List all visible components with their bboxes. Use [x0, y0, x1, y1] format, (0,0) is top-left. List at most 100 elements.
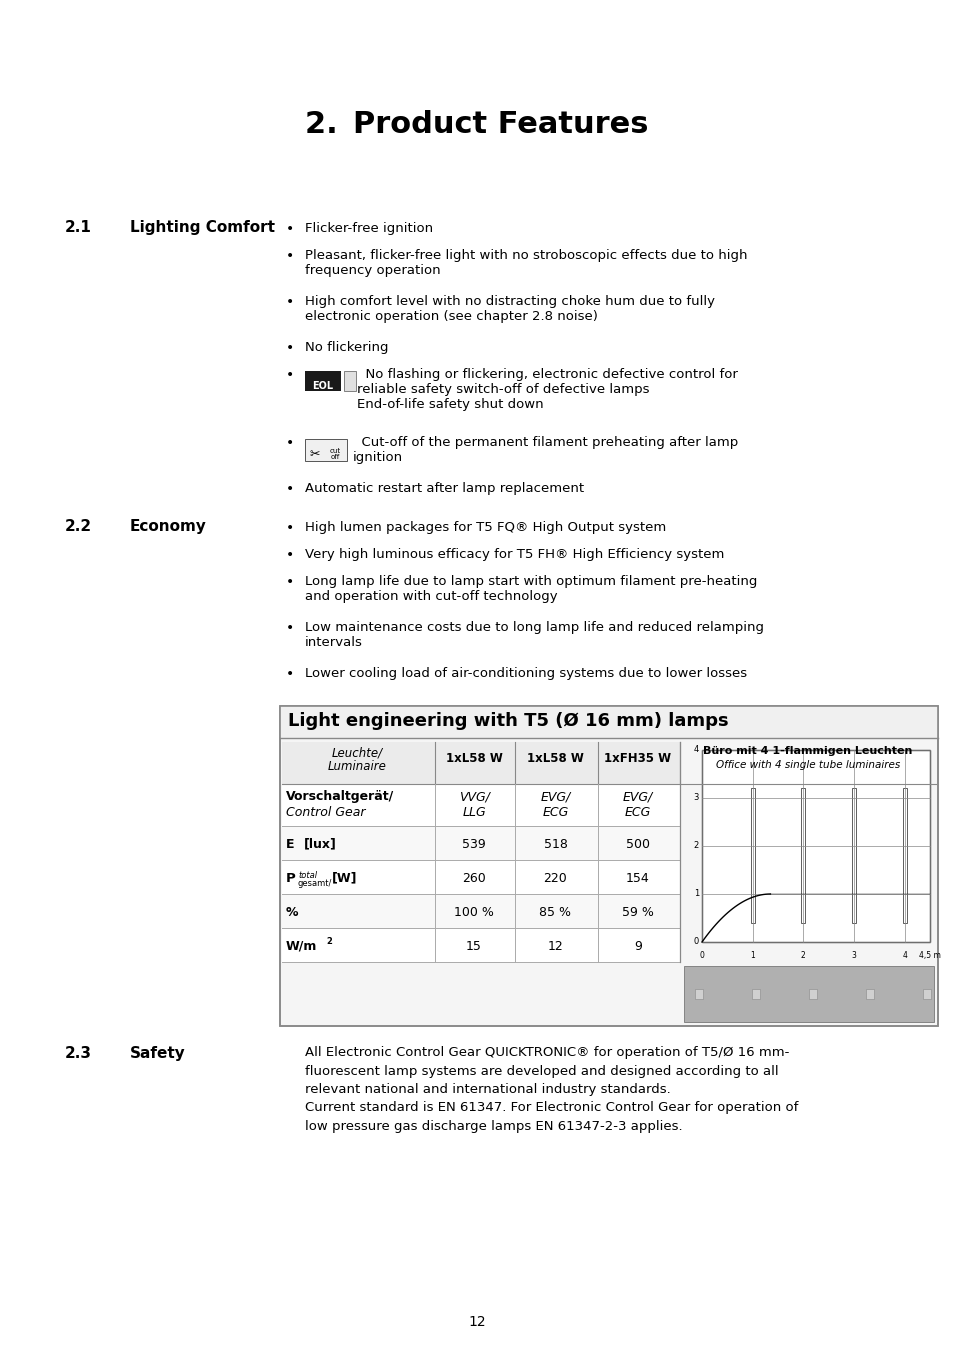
Bar: [851, 789, 855, 923]
Text: total: total: [297, 870, 316, 880]
Text: •: •: [286, 482, 294, 496]
Text: [lux]: [lux]: [304, 838, 336, 851]
Text: LLG: LLG: [461, 807, 485, 819]
Bar: [750, 789, 754, 923]
Bar: [282, 825, 679, 861]
Bar: [808, 989, 816, 998]
Text: 1xL58 W: 1xL58 W: [445, 753, 502, 765]
Bar: [305, 372, 340, 390]
Bar: [701, 750, 929, 942]
Text: Vorschaltgerät/: Vorschaltgerät/: [286, 790, 394, 802]
Text: 15: 15: [466, 939, 481, 952]
Text: ECG: ECG: [624, 807, 651, 819]
Bar: [751, 989, 760, 998]
Text: •: •: [286, 222, 294, 236]
Text: Leuchte/: Leuchte/: [332, 746, 383, 759]
Bar: [282, 784, 679, 825]
Text: 2: 2: [801, 951, 805, 961]
Text: Control Gear: Control Gear: [286, 807, 365, 819]
Text: •: •: [286, 549, 294, 562]
Text: Automatic restart after lamp replacement: Automatic restart after lamp replacement: [305, 482, 583, 494]
Text: ✂: ✂: [310, 447, 320, 461]
Text: 1: 1: [693, 889, 699, 898]
Bar: [695, 989, 702, 998]
Text: Lighting Comfort: Lighting Comfort: [130, 220, 274, 235]
Bar: [280, 707, 937, 738]
Text: 4,5 m: 4,5 m: [918, 951, 940, 961]
Text: [W]: [W]: [331, 871, 356, 885]
Bar: [683, 966, 933, 1021]
Text: •: •: [286, 576, 294, 589]
Bar: [344, 372, 355, 390]
Bar: [280, 707, 937, 1025]
Text: No flashing or flickering, electronic defective control for
reliable safety swit: No flashing or flickering, electronic de…: [356, 367, 737, 411]
Text: ECG: ECG: [542, 807, 568, 819]
Text: P: P: [286, 873, 295, 885]
Bar: [305, 439, 347, 461]
Bar: [902, 789, 905, 923]
Text: 0: 0: [693, 938, 699, 947]
Text: 1xFH35 W: 1xFH35 W: [604, 753, 671, 765]
Text: Pleasant, flicker-free light with no stroboscopic effects due to high
frequency : Pleasant, flicker-free light with no str…: [305, 249, 747, 277]
Bar: [923, 989, 930, 998]
Text: 12: 12: [468, 1315, 485, 1329]
Text: •: •: [286, 521, 294, 535]
Text: 3: 3: [851, 951, 856, 961]
Text: 500: 500: [625, 838, 649, 851]
Text: Long lamp life due to lamp start with optimum filament pre-heating
and operation: Long lamp life due to lamp start with op…: [305, 576, 757, 603]
Text: cut
off: cut off: [329, 449, 340, 459]
Text: 539: 539: [461, 838, 485, 851]
Text: Safety: Safety: [130, 1046, 186, 1061]
Bar: [282, 742, 679, 784]
Text: Flicker-free ignition: Flicker-free ignition: [305, 222, 433, 235]
Text: 2: 2: [326, 936, 332, 946]
Text: EOL: EOL: [313, 381, 334, 390]
Text: %: %: [286, 905, 298, 919]
Text: 2.1: 2.1: [65, 220, 91, 235]
Text: Very high luminous efficacy for T5 FH® High Efficiency system: Very high luminous efficacy for T5 FH® H…: [305, 549, 723, 561]
Text: 3: 3: [693, 793, 699, 802]
Text: •: •: [286, 436, 294, 450]
Text: 4: 4: [902, 951, 906, 961]
Text: 12: 12: [547, 939, 563, 952]
Text: 2.2: 2.2: [65, 519, 92, 534]
Bar: [801, 789, 804, 923]
Text: All Electronic Control Gear QUICKTRONIC® for operation of T5/Ø 16 mm-
fluorescen: All Electronic Control Gear QUICKTRONIC®…: [305, 1046, 798, 1133]
Text: 0: 0: [699, 951, 703, 961]
Text: 85 %: 85 %: [539, 905, 571, 919]
Text: EVG/: EVG/: [539, 790, 570, 802]
Text: Office with 4 single tube luminaires: Office with 4 single tube luminaires: [715, 761, 900, 770]
Text: High comfort level with no distracting choke hum due to fully
electronic operati: High comfort level with no distracting c…: [305, 295, 714, 323]
Text: •: •: [286, 667, 294, 681]
Text: 154: 154: [625, 871, 649, 885]
Text: Luminaire: Luminaire: [328, 761, 387, 773]
Text: 9: 9: [634, 939, 641, 952]
Text: 2: 2: [693, 842, 699, 851]
Text: EVG/: EVG/: [622, 790, 653, 802]
Text: Lower cooling load of air-conditioning systems due to lower losses: Lower cooling load of air-conditioning s…: [305, 667, 746, 680]
Text: Economy: Economy: [130, 519, 207, 534]
Text: 59 %: 59 %: [621, 905, 653, 919]
Text: 100 %: 100 %: [454, 905, 494, 919]
Text: 1: 1: [749, 951, 754, 961]
Text: Low maintenance costs due to long lamp life and reduced relamping
intervals: Low maintenance costs due to long lamp l…: [305, 621, 763, 648]
Text: 260: 260: [461, 871, 485, 885]
Text: •: •: [286, 340, 294, 355]
Text: 220: 220: [543, 871, 567, 885]
Text: 2. Product Features: 2. Product Features: [305, 109, 648, 139]
Text: VVG/: VVG/: [458, 790, 489, 802]
Bar: [282, 861, 679, 894]
Text: •: •: [286, 295, 294, 309]
Text: 518: 518: [543, 838, 567, 851]
Text: Cut-off of the permanent filament preheating after lamp
ignition: Cut-off of the permanent filament prehea…: [353, 436, 738, 463]
Text: W/m: W/m: [286, 939, 317, 952]
Text: 4: 4: [693, 746, 699, 754]
Text: E: E: [286, 838, 294, 851]
Text: Light engineering with T5 (Ø 16 mm) lamps: Light engineering with T5 (Ø 16 mm) lamp…: [288, 712, 728, 730]
Bar: [282, 928, 679, 962]
Bar: [280, 707, 937, 1025]
Text: Büro mit 4 1-flammigen Leuchten: Büro mit 4 1-flammigen Leuchten: [702, 746, 912, 757]
Bar: [865, 989, 873, 998]
Text: 1xL58 W: 1xL58 W: [526, 753, 583, 765]
Text: High lumen packages for T5 FQ® High Output system: High lumen packages for T5 FQ® High Outp…: [305, 521, 665, 534]
